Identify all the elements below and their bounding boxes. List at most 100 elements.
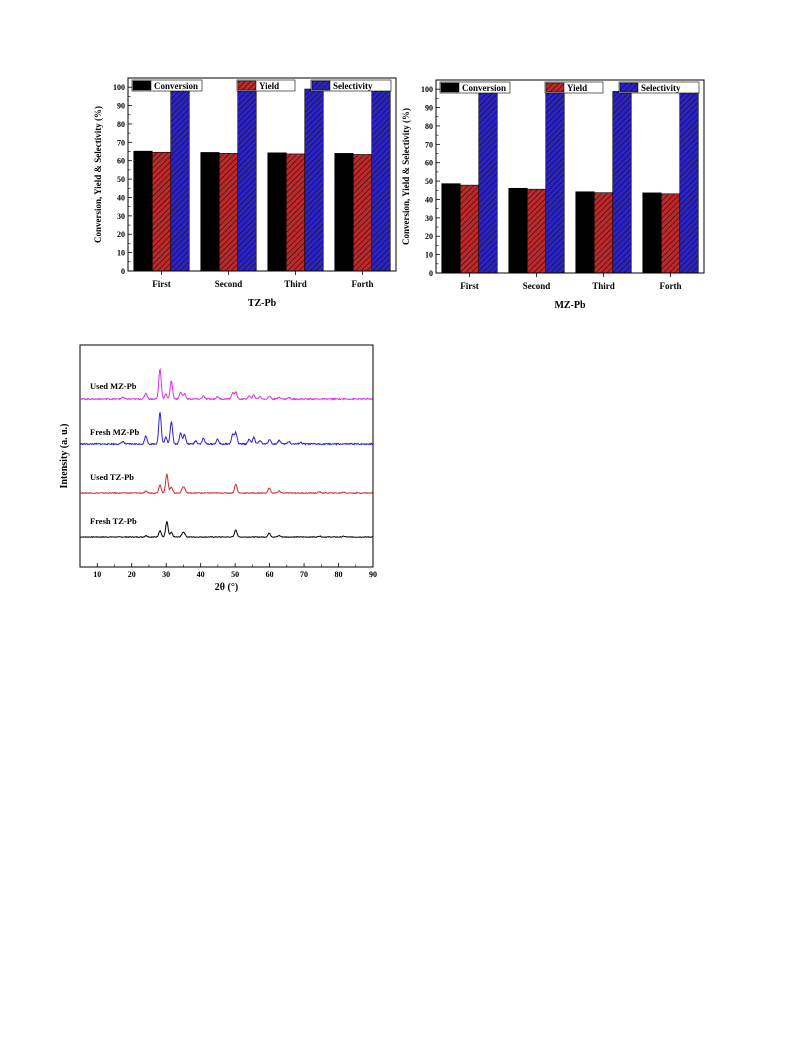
x-tick-label: 60 bbox=[266, 570, 274, 579]
x-tick-label: Second bbox=[523, 281, 551, 291]
y-tick-label: 80 bbox=[117, 120, 125, 129]
x-tick-label: First bbox=[460, 281, 479, 291]
bar-selectivity-second bbox=[545, 90, 565, 274]
y-tick-label: 70 bbox=[425, 140, 433, 149]
x-tick-label: First bbox=[152, 279, 171, 289]
legend-swatch bbox=[311, 80, 331, 91]
y-tick-label: 80 bbox=[425, 122, 433, 131]
xrd-trace-used-tz-pb bbox=[79, 473, 374, 495]
x-tick-label: 10 bbox=[93, 570, 101, 579]
bar-conversion-forth bbox=[334, 153, 354, 272]
bar-conversion-third bbox=[575, 191, 595, 274]
y-tick-label: 50 bbox=[117, 175, 125, 184]
legend-label: Conversion bbox=[154, 81, 198, 91]
bar-yield-third bbox=[593, 192, 614, 274]
x-axis-label: 2θ (°) bbox=[215, 582, 238, 593]
y-tick-label: 0 bbox=[429, 269, 433, 278]
trace-label: Used MZ-Pb bbox=[90, 381, 137, 391]
legend-box bbox=[131, 79, 203, 92]
x-tick-label: 80 bbox=[335, 570, 343, 579]
trace-label: Fresh MZ-Pb bbox=[90, 427, 139, 437]
bar-chart-mz-pb: First Second Third Forth 0 10 20 30 40 50 60 70 80 90… bbox=[398, 74, 705, 319]
xrd-chart: Fresh TZ-Pb Used TZ-Pb Fresh MZ-Pb Used MZ-… bbox=[55, 344, 385, 595]
bar-yield-third bbox=[285, 153, 306, 272]
bar-yield-second bbox=[526, 188, 547, 274]
y-tick-label: 90 bbox=[117, 102, 125, 111]
legend-box bbox=[544, 81, 604, 94]
y-axis-label: Intensity (a. u.) bbox=[59, 423, 70, 488]
x-tick-label: 20 bbox=[128, 570, 136, 579]
y-tick-label: 60 bbox=[117, 157, 125, 166]
legend-label: Yield bbox=[567, 83, 587, 93]
x-axis-label: MZ-Pb bbox=[554, 300, 586, 311]
legend-item-conversion: Conversion bbox=[131, 79, 203, 92]
xrd-trace-fresh-tz-pb bbox=[79, 520, 373, 539]
plot-frame bbox=[435, 79, 705, 274]
bar-selectivity-second bbox=[237, 88, 257, 272]
legend-box bbox=[236, 79, 296, 92]
y-tick-label: 40 bbox=[425, 195, 433, 204]
legend-label: Selectivity bbox=[333, 81, 373, 91]
y-tick-label: 100 bbox=[421, 85, 433, 94]
trace-label: Used TZ-Pb bbox=[90, 472, 134, 482]
x-tick-label: 30 bbox=[162, 570, 170, 579]
y-axis-label: Conversion, Yield & Selectivity (%) bbox=[401, 108, 411, 245]
bar-selectivity-first bbox=[478, 92, 498, 274]
y-tick-label: 20 bbox=[425, 232, 433, 241]
y-tick-label: 50 bbox=[425, 177, 433, 186]
x-tick-label: 40 bbox=[197, 570, 205, 579]
y-tick-label: 20 bbox=[117, 230, 125, 239]
bar-chart-tz-pb-svg: First Second Third Forth 0 10 20 30 40 50 60 70 80 90… bbox=[93, 77, 397, 309]
xrd-chart-svg: Fresh TZ-Pb Used TZ-Pb Fresh MZ-Pb Used MZ-… bbox=[59, 344, 377, 593]
legend-swatch bbox=[237, 80, 257, 91]
xrd-trace-used-mz-pb bbox=[79, 367, 373, 401]
y-tick-label: 30 bbox=[425, 214, 433, 223]
legend-label: Selectivity bbox=[641, 83, 681, 93]
legend-item-yield: Yield bbox=[236, 79, 296, 92]
y-tick-label: 100 bbox=[113, 83, 125, 92]
y-tick-label: 10 bbox=[117, 249, 125, 258]
y-axis-label: Conversion, Yield & Selectivity (%) bbox=[93, 106, 103, 243]
x-tick-label: 50 bbox=[231, 570, 239, 579]
x-tick-label: 70 bbox=[300, 570, 308, 579]
bar-conversion-first bbox=[133, 150, 153, 272]
x-tick-label: Third bbox=[284, 279, 307, 289]
bar-yield-second bbox=[218, 153, 239, 272]
y-tick-label: 40 bbox=[117, 193, 125, 202]
y-tick-label: 90 bbox=[425, 104, 433, 113]
bar-yield-forth bbox=[660, 193, 681, 274]
bar-chart-mz-pb-svg: First Second Third Forth 0 10 20 30 40 50 60 70 80 90… bbox=[401, 79, 705, 311]
legend-item-selectivity: Selectivity bbox=[310, 79, 392, 92]
legend-item-conversion: Conversion bbox=[439, 81, 511, 94]
x-tick-label: Third bbox=[592, 281, 615, 291]
bar-conversion-second bbox=[200, 152, 220, 272]
bar-selectivity-forth bbox=[371, 88, 391, 272]
xrd-trace-fresh-mz-pb bbox=[79, 412, 373, 446]
legend-swatch bbox=[132, 80, 152, 91]
bar-conversion-forth bbox=[642, 192, 662, 274]
x-axis-label: TZ-Pb bbox=[248, 298, 277, 309]
x-tick-label: Forth bbox=[352, 279, 374, 289]
bar-selectivity-third bbox=[304, 88, 324, 272]
y-tick-label: 30 bbox=[117, 212, 125, 221]
x-tick-label: 90 bbox=[369, 570, 377, 579]
legend-item-selectivity: Selectivity bbox=[618, 81, 700, 94]
bar-yield-first bbox=[459, 184, 480, 274]
y-tick-label: 10 bbox=[425, 251, 433, 260]
legend-box bbox=[310, 79, 392, 92]
bar-conversion-second bbox=[508, 187, 528, 274]
legend-box bbox=[618, 81, 700, 94]
legend-swatch bbox=[440, 82, 460, 93]
x-tick-label: Second bbox=[215, 279, 243, 289]
legend-swatch bbox=[619, 82, 639, 93]
trace-label: Fresh TZ-Pb bbox=[90, 516, 137, 526]
bar-yield-first bbox=[151, 151, 172, 272]
plot-frame bbox=[79, 344, 374, 568]
bar-selectivity-third bbox=[612, 91, 632, 274]
legend-item-yield: Yield bbox=[544, 81, 604, 94]
legend-label: Yield bbox=[259, 81, 279, 91]
bar-conversion-first bbox=[441, 183, 461, 274]
y-tick-label: 60 bbox=[425, 159, 433, 168]
bar-chart-tz-pb: First Second Third Forth 0 10 20 30 40 50 60 70 80 90… bbox=[90, 72, 397, 317]
x-tick-label: Forth bbox=[660, 281, 682, 291]
